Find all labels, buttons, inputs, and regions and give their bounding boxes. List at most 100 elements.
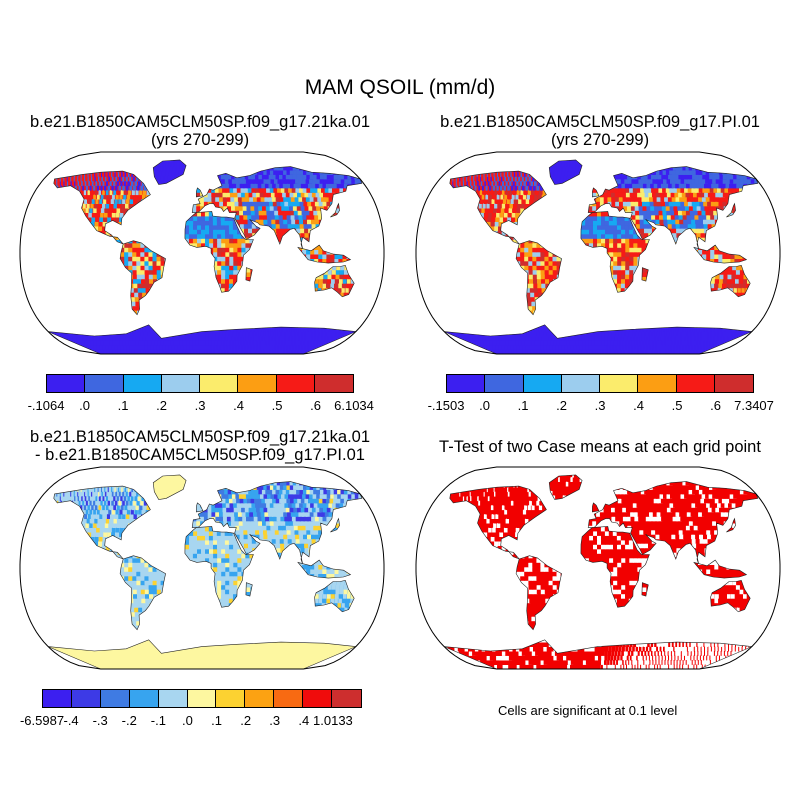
panel2-title-line2: (yrs 270-299) bbox=[550, 131, 650, 149]
colorbar-tick-label: .0 bbox=[479, 398, 490, 413]
colorbar-box bbox=[314, 375, 353, 392]
colorbar-box bbox=[714, 375, 753, 392]
coastline bbox=[548, 159, 583, 185]
coastline bbox=[53, 170, 151, 245]
map-panel-21ka bbox=[19, 151, 385, 355]
coastline bbox=[580, 211, 650, 293]
coastline bbox=[314, 264, 355, 298]
panel4-title: T-Test of two Case means at each grid po… bbox=[439, 438, 761, 456]
colorbar-tick-label: .0 bbox=[79, 398, 90, 413]
map-panel-difference bbox=[19, 466, 385, 670]
coastline bbox=[641, 267, 649, 282]
coastline bbox=[548, 474, 583, 500]
coastline bbox=[314, 579, 355, 613]
colorbar-box bbox=[600, 375, 639, 392]
colorbar-tick-label: .0 bbox=[182, 713, 193, 728]
colorbar-box bbox=[200, 375, 239, 392]
map-panel-pi bbox=[415, 151, 781, 355]
colorbar-tick-label: -.1064 bbox=[27, 398, 65, 413]
colorbar-difference bbox=[42, 689, 362, 708]
colorbar-box bbox=[100, 690, 130, 707]
colorbar-tick-label: 6.1034 bbox=[334, 398, 374, 413]
colorbar-box bbox=[123, 375, 162, 392]
colorbar-tick-label: -6.5987 bbox=[19, 713, 65, 728]
panel1-title-line1: b.e21.B1850CAM5CLM50SP.f09_g17.21ka.01 bbox=[29, 113, 371, 131]
coastline bbox=[195, 502, 204, 513]
coastline bbox=[245, 267, 253, 282]
colorbar-box bbox=[71, 690, 101, 707]
colorbar-tick-label: .2 bbox=[156, 398, 167, 413]
colorbar-tick-label: .6 bbox=[710, 398, 721, 413]
colorbar-tick-label: .4 bbox=[298, 713, 310, 728]
coastline bbox=[580, 526, 650, 608]
colorbar-tick-label: .2 bbox=[556, 398, 567, 413]
coastline bbox=[726, 202, 736, 218]
colorbar-box bbox=[485, 375, 524, 392]
coastline bbox=[297, 559, 352, 579]
coastline bbox=[710, 264, 751, 298]
colorbar-tick-label: .5 bbox=[271, 398, 283, 413]
colorbar-box bbox=[85, 375, 124, 392]
colorbar-tick-label: -.1 bbox=[150, 713, 166, 728]
panel1-title-line2: (yrs 270-299) bbox=[150, 131, 250, 149]
panel3-title-line1: b.e21.B1850CAM5CLM50SP.f09_g17.21ka.01 bbox=[29, 428, 371, 446]
coastline bbox=[245, 582, 253, 597]
coastline bbox=[119, 240, 166, 316]
colorbar-box bbox=[47, 375, 86, 392]
colorbar-box bbox=[187, 690, 217, 707]
coastline bbox=[710, 579, 751, 613]
colorbar-tick-label: .3 bbox=[269, 713, 281, 728]
coastline bbox=[587, 166, 759, 251]
landmass-samerica bbox=[120, 240, 166, 315]
colorbar-box bbox=[303, 690, 333, 707]
colorbar-tick-label: -.3 bbox=[92, 713, 108, 728]
coastline bbox=[119, 555, 166, 631]
coastline bbox=[587, 481, 759, 566]
landmass-antarctica bbox=[444, 639, 752, 669]
colorbar-box bbox=[638, 375, 677, 392]
coastline bbox=[591, 502, 600, 513]
coastline bbox=[449, 485, 547, 560]
map-panel-ttest bbox=[415, 466, 781, 670]
colorbar-tick-label: .4 bbox=[233, 398, 244, 413]
coastline bbox=[184, 526, 254, 608]
coastline bbox=[449, 170, 547, 245]
colorbar-pi bbox=[446, 374, 754, 393]
colorbar-box bbox=[332, 690, 361, 707]
colorbar-box bbox=[216, 690, 246, 707]
coastline bbox=[191, 166, 363, 251]
figure-title: MAM QSOIL (mm/d) bbox=[304, 76, 496, 99]
colorbar-box bbox=[523, 375, 562, 392]
colorbar-box bbox=[274, 690, 304, 707]
coastline bbox=[195, 187, 204, 198]
landmass-australia bbox=[314, 580, 355, 612]
colorbar-tick-label: .3 bbox=[194, 398, 206, 413]
coastline bbox=[184, 211, 254, 293]
colorbar-tick-label: .5 bbox=[671, 398, 683, 413]
colorbar-box bbox=[245, 690, 275, 707]
colorbar-tick-label: 1.0133 bbox=[313, 713, 353, 728]
colorbar-21ka bbox=[46, 374, 354, 393]
colorbar-tick-label: .1 bbox=[117, 398, 129, 413]
coastline bbox=[152, 159, 187, 185]
colorbar-box bbox=[129, 690, 159, 707]
map-outline bbox=[415, 466, 781, 670]
panel2-title-line1: b.e21.B1850CAM5CLM50SP.f09_g17.PI.01 bbox=[440, 113, 760, 131]
coastline bbox=[330, 202, 340, 218]
coastline bbox=[330, 517, 340, 533]
significance-note: Cells are significant at 0.1 level bbox=[498, 703, 678, 718]
colorbar-tick-label: -.4 bbox=[63, 713, 79, 728]
colorbar-box bbox=[561, 375, 600, 392]
colorbar-box bbox=[161, 375, 200, 392]
colorbar-tick-label: .6 bbox=[310, 398, 321, 413]
colorbar-tick-label: 7.3407 bbox=[734, 398, 774, 413]
colorbar-tick-label: .2 bbox=[240, 713, 252, 728]
coastline bbox=[191, 481, 363, 566]
colorbar-box bbox=[447, 375, 486, 392]
coastline bbox=[53, 485, 151, 560]
colorbar-box bbox=[676, 375, 715, 392]
coastline bbox=[515, 240, 562, 316]
map-outline bbox=[415, 151, 781, 355]
map-outline bbox=[19, 151, 385, 355]
colorbar-tick-label: .4 bbox=[633, 398, 644, 413]
